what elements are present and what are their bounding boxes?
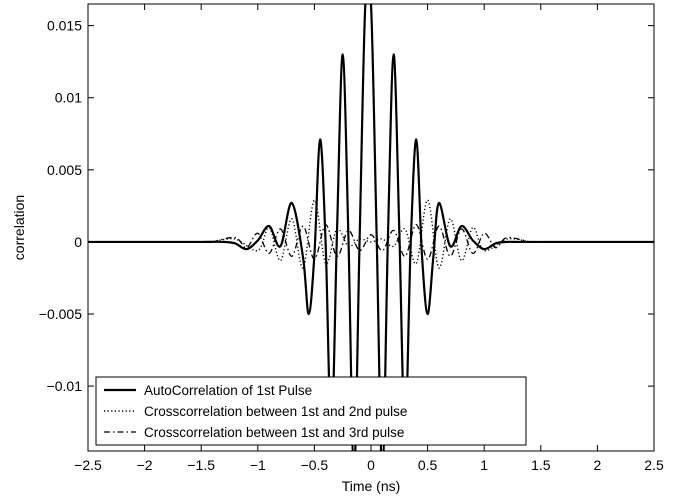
y-tick-label: 0.015: [47, 18, 82, 34]
series-layer: [88, 4, 654, 451]
legend-label: Crosscorrelation between 1st and 2nd pul…: [144, 404, 407, 419]
legend-label: AutoCorrelation of 1st Pulse: [144, 383, 312, 398]
x-tick-label: 2.5: [644, 457, 664, 473]
x-tick-label: −2: [137, 457, 153, 473]
legend-label: Crosscorrelation between 1st and 3rd pul…: [144, 425, 404, 440]
series-1: [88, 4, 654, 451]
x-tick-label: 1: [480, 457, 488, 473]
series-1-line: [201, 4, 541, 451]
x-tick-label: −2.5: [74, 457, 102, 473]
x-tick-label: 0.5: [418, 457, 438, 473]
x-tick-label: 1.5: [531, 457, 551, 473]
x-tick-label: 0: [367, 457, 375, 473]
x-axis-label: Time (ns): [342, 478, 401, 494]
x-tick-label: −1: [250, 457, 266, 473]
axes-layer: −2.5 −2 −1.5 −1 −0.5 0 0.5 1 1.5 2 2.5 −0.01 −0.005 0…: [39, 3, 664, 473]
x-tick-label: −0.5: [301, 457, 329, 473]
legend: AutoCorrelation of 1st Pulse Crosscorrela…: [95, 376, 527, 446]
y-axis-label: correlation: [11, 195, 27, 260]
x-tick-label: −1.5: [187, 457, 215, 473]
x-tick-label: 2: [594, 457, 602, 473]
series-2-line: [212, 199, 530, 269]
y-tick-label: −0.005: [39, 306, 82, 322]
legend-box: [95, 376, 527, 446]
y-tick-label: −0.01: [47, 378, 83, 394]
series-3-line: [212, 223, 530, 260]
y-tick-label: 0: [74, 234, 82, 250]
y-tick-label: 0.005: [47, 162, 82, 178]
y-tick-label: 0.01: [55, 90, 82, 106]
